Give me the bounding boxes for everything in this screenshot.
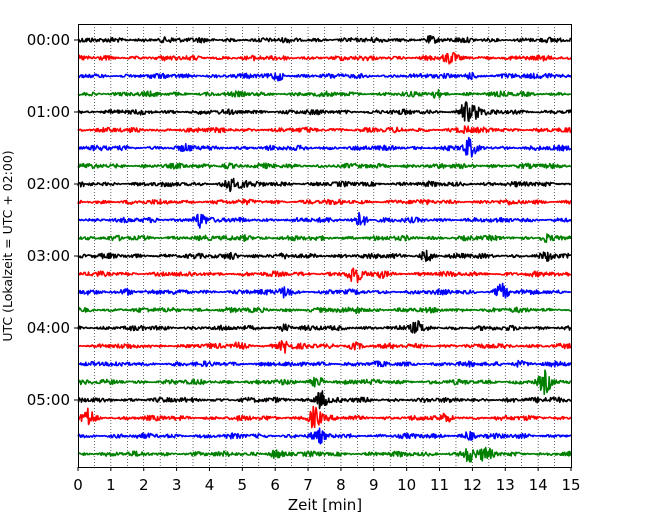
y-tick-label: 03:00 — [27, 247, 70, 265]
trace-line — [77, 340, 572, 354]
trace-line — [77, 35, 572, 44]
x-tick-label: 0 — [73, 476, 83, 494]
trace-line — [77, 369, 572, 396]
trace-line — [77, 162, 572, 170]
x-axis-ticks: 0 1 2 3 4 5 6 7 8 9 10 11 12 13 14 15 — [73, 467, 581, 494]
trace-line — [77, 125, 572, 135]
x-tick-label: 3 — [172, 476, 182, 494]
x-axis-label: Zeit [min] — [288, 496, 362, 514]
trace-line — [77, 51, 572, 65]
x-tick-label: 6 — [270, 476, 280, 494]
x-tick-label: 13 — [496, 476, 515, 494]
trace-line — [77, 71, 572, 82]
trace-line — [77, 390, 572, 410]
x-tick-label: 7 — [303, 476, 313, 494]
trace-line — [77, 211, 572, 229]
y-tick-label: 01:00 — [27, 103, 70, 121]
trace-line — [77, 233, 572, 244]
x-tick-label: 8 — [336, 476, 346, 494]
trace-line — [77, 101, 572, 123]
vertical-gridlines — [94, 24, 555, 467]
y-tick-label: 00:00 — [27, 31, 70, 49]
trace-line — [77, 249, 572, 263]
trace-line — [77, 446, 572, 463]
trace-line — [77, 282, 572, 299]
trace-line — [77, 427, 572, 445]
x-tick-label: 4 — [205, 476, 215, 494]
x-tick-label: 5 — [238, 476, 248, 494]
trace-line — [77, 306, 572, 315]
x-tick-label: 14 — [529, 476, 548, 494]
x-tick-label: 15 — [561, 476, 580, 494]
trace-line — [77, 89, 572, 99]
trace-line — [77, 267, 572, 284]
y-tick-label: 02:00 — [27, 175, 70, 193]
y-tick-label: 04:00 — [27, 319, 70, 337]
x-tick-label: 2 — [139, 476, 149, 494]
trace-line — [77, 405, 572, 429]
trace-line — [77, 198, 572, 206]
trace-line — [77, 320, 572, 334]
x-tick-label: 9 — [369, 476, 379, 494]
y-tick-label: 05:00 — [27, 391, 70, 409]
plot-frame — [78, 24, 572, 468]
y-axis-label: UTC (Lokalzeit = UTC + 02:00) — [0, 150, 15, 341]
trace-line — [77, 136, 572, 158]
x-tick-label: 10 — [397, 476, 416, 494]
x-tick-label: 12 — [463, 476, 482, 494]
trace-line — [77, 177, 572, 193]
x-tick-label: 11 — [430, 476, 449, 494]
y-axis-ticks: 00:00 01:00 02:00 03:00 04:00 05:00 — [27, 31, 78, 409]
x-tick-label: 1 — [106, 476, 116, 494]
seismic-traces — [77, 35, 572, 463]
trace-line — [77, 359, 572, 368]
